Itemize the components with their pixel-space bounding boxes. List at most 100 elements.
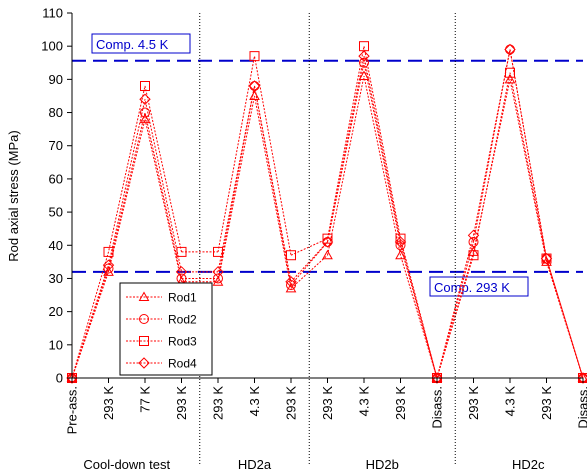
y-tick-label-20: 20 xyxy=(49,304,63,319)
x-tick-label-7: 293 K xyxy=(284,386,299,420)
series-rod4-segment-2 xyxy=(217,85,292,282)
group-label-1: Cool-down test xyxy=(83,457,170,472)
point-rod1-3 xyxy=(139,113,151,124)
point-rod4-7 xyxy=(285,276,297,288)
series-rod1-segment-2 xyxy=(217,95,292,289)
series-rod2-connector-3 xyxy=(436,241,474,379)
point-rod3-12 xyxy=(468,250,479,261)
point-rod3-3 xyxy=(140,81,150,91)
x-tick-label-3: 77 K xyxy=(138,386,153,413)
group-label-4: HD2c xyxy=(512,457,545,472)
series-rod4-segment-1 xyxy=(71,99,182,379)
reference-label-1: Comp. 4.5 K xyxy=(96,37,169,52)
point-rod4-8 xyxy=(321,236,334,248)
y-tick-label-30: 30 xyxy=(49,271,63,286)
point-rod4-6 xyxy=(248,80,261,92)
series-rod2-connector-2 xyxy=(290,241,328,286)
point-rod2-10 xyxy=(395,240,406,251)
point-rod3-6 xyxy=(249,51,260,62)
point-rod1-7 xyxy=(285,282,297,293)
legend-box xyxy=(119,282,213,376)
point-rod1-5 xyxy=(212,276,224,286)
y-tick-label-110: 110 xyxy=(42,6,63,21)
series-rod3-segment-1 xyxy=(71,85,182,379)
group-label-3: HD2b xyxy=(366,457,399,472)
point-rod3-8 xyxy=(322,233,333,244)
y-axis-label-group: Rod axial stress (MPa) xyxy=(6,130,21,261)
point-rod4-3 xyxy=(139,93,151,105)
y-tick-label-60: 60 xyxy=(49,171,63,186)
reference-label-box-2 xyxy=(429,276,529,297)
x-tick-label-1: Pre-ass. xyxy=(65,386,80,434)
x-tick-label-10: 293 K xyxy=(393,386,408,420)
y-tick-label-10: 10 xyxy=(49,337,63,352)
legend-marker-rod2 xyxy=(139,314,149,324)
point-rod2-3 xyxy=(140,107,150,118)
series-rod2-segment-2 xyxy=(217,85,292,286)
legend: Rod1 Rod2 Rod3 Rod4 xyxy=(119,282,213,376)
legend-marker-rod3 xyxy=(139,336,149,346)
y-tick-label-90: 90 xyxy=(49,72,63,87)
point-rod4-2 xyxy=(102,259,115,271)
point-rod3-7 xyxy=(286,250,296,261)
legend-marker-rod4 xyxy=(138,357,150,369)
point-rod4-9 xyxy=(358,50,370,62)
series-rod4-connector-3 xyxy=(436,235,474,379)
legend-label-rod1: Rod1 xyxy=(168,291,197,305)
point-rod1-8 xyxy=(322,249,333,260)
series-rod3-segment-4 xyxy=(473,72,584,379)
axes: 0 10 20 30 40 50 60 70 80 90 100 110 Pre-ass. 293 K 77… xyxy=(41,6,587,473)
legend-label-rod3: Rod3 xyxy=(168,335,197,349)
reference-label-2: Comp. 293 K xyxy=(434,280,510,295)
point-rod3-5 xyxy=(213,246,223,257)
y-tick-label-80: 80 xyxy=(49,105,63,120)
x-tick-label-13: 4.3 K xyxy=(503,386,518,417)
point-rod4-12 xyxy=(467,229,480,242)
x-tick-label-12: 293 K xyxy=(466,386,481,420)
x-tick-label-9: 4.3 K xyxy=(357,386,372,417)
point-rod4-14 xyxy=(540,252,553,265)
point-rod2-12 xyxy=(468,236,479,247)
legend-label-rod2: Rod2 xyxy=(168,313,197,327)
series-rod2-segment-4 xyxy=(473,49,584,379)
x-tick-label-8: 293 K xyxy=(320,386,335,420)
x-tick-label-5: 293 K xyxy=(211,386,226,420)
y-tick-label-40: 40 xyxy=(49,238,63,253)
reference-lines: Comp. 4.5 K Comp. 293 K xyxy=(72,33,583,297)
series-rod3-segment-2 xyxy=(217,56,292,256)
y-tick-label-0: 0 xyxy=(56,371,63,386)
point-rod1-13 xyxy=(504,73,516,84)
x-tick-label-15: Disass. xyxy=(576,386,587,429)
legend-label-rod4: Rod4 xyxy=(168,357,197,371)
point-rod3-4 xyxy=(176,246,187,257)
series-rod3-segment-3 xyxy=(327,46,438,379)
point-rod3-2 xyxy=(103,246,114,257)
reference-label-box-1 xyxy=(91,33,191,54)
x-tick-label-4: 293 K xyxy=(174,386,189,420)
x-tick-label-11: Disass. xyxy=(430,386,445,429)
point-rod3-9 xyxy=(359,41,369,52)
y-tick-label-100: 100 xyxy=(41,39,63,54)
series-rod4-segment-4 xyxy=(473,49,584,379)
series-rod4-segment-3 xyxy=(327,56,438,379)
series-rod1-segment-3 xyxy=(327,75,438,379)
point-rod2-5 xyxy=(213,273,223,284)
point-rod4-5 xyxy=(212,266,224,278)
point-rod4-13 xyxy=(504,43,516,56)
series-rod2-segment-1 xyxy=(71,112,182,379)
series-rod1-segment-4 xyxy=(473,79,584,379)
y-tick-label-50: 50 xyxy=(49,205,63,220)
point-rod2-7 xyxy=(286,280,296,291)
series-rod2-segment-3 xyxy=(327,62,438,379)
series-rod3-connector-2 xyxy=(290,238,328,256)
y-tick-label-70: 70 xyxy=(49,138,63,153)
series-rod1-segment-1 xyxy=(71,119,182,379)
x-tick-label-14: 293 K xyxy=(539,386,554,420)
point-rod4-10 xyxy=(394,236,407,248)
group-label-2: HD2a xyxy=(238,457,272,472)
y-axis-label: Rod axial stress (MPa) xyxy=(6,130,21,261)
legend-marker-rod1 xyxy=(138,291,150,301)
point-rod4-4 xyxy=(175,266,188,278)
x-tick-label-6: 4.3 K xyxy=(247,386,262,417)
